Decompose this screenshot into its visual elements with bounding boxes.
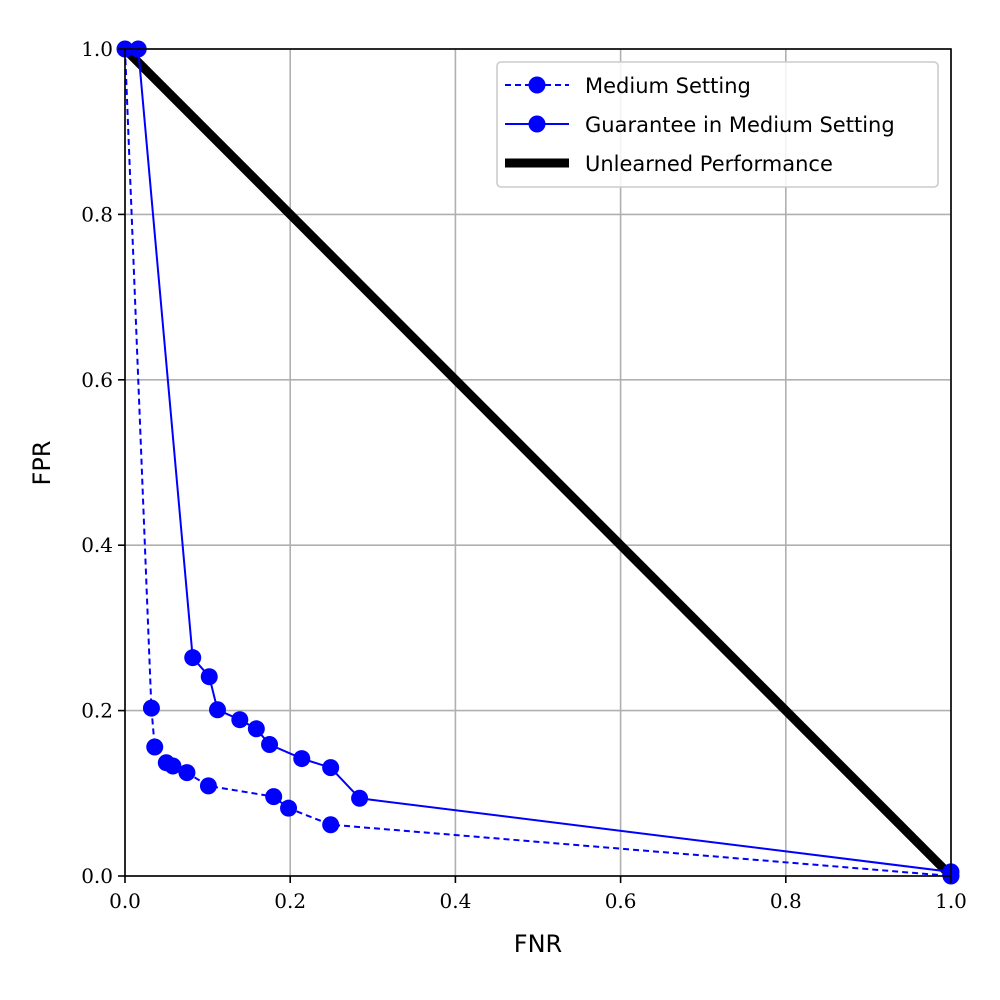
series-line [121, 45, 955, 880]
legend-marker [528, 76, 546, 94]
y-tick-label: 0.8 [81, 202, 113, 226]
data-point [164, 757, 182, 775]
data-point [200, 668, 218, 686]
plot-frame [124, 48, 952, 877]
y-axis-title: FPR [28, 441, 56, 486]
grid [124, 48, 952, 877]
data-point [199, 777, 217, 795]
data-point [209, 701, 227, 719]
legend-frame [496, 61, 939, 188]
data-point [293, 750, 311, 768]
data-point [178, 764, 196, 782]
y-tick-label: 0.6 [81, 368, 113, 392]
legend-marker [528, 115, 546, 133]
x-tick-label: 0.2 [274, 889, 306, 913]
y-tick-label: 0.0 [81, 864, 113, 888]
data-point [322, 759, 340, 777]
x-tick-label: 0.6 [605, 889, 637, 913]
legend-entry: Medium Setting [505, 74, 751, 98]
data-point [351, 789, 369, 807]
data-point [322, 816, 340, 834]
series-guarantee-in-medium-setting [129, 40, 960, 881]
data-point [142, 699, 160, 717]
legend-label: Guarantee in Medium Setting [585, 113, 895, 137]
legend-entry: Guarantee in Medium Setting [505, 113, 895, 137]
series-unlearned-performance [121, 45, 955, 880]
data-point [184, 649, 202, 667]
x-tick-label: 0.8 [770, 889, 802, 913]
data-point [231, 711, 249, 729]
series-layer [116, 40, 960, 885]
data-point [247, 720, 265, 738]
y-tick-label: 0.4 [81, 533, 113, 557]
x-tick-label: 1.0 [935, 889, 967, 913]
data-point [261, 736, 279, 754]
legend-entry: Unlearned Performance [505, 152, 833, 176]
y-tick-label: 1.0 [81, 37, 113, 61]
x-axis-title: FNR [514, 930, 562, 958]
legend: Medium Setting Guarantee in Medium Settin… [496, 61, 939, 188]
legend-entries: Medium Setting Guarantee in Medium Settin… [505, 74, 895, 176]
series-medium-setting [116, 40, 960, 885]
legend-label: Medium Setting [585, 74, 751, 98]
data-point [265, 788, 283, 806]
tick-layer: 0.0 0.2 0.4 0.6 0.8 1.0 0.0 0.2 0.4 0.6 0.8 1.0 [81, 37, 967, 913]
data-point [280, 799, 298, 817]
x-tick-label: 0.4 [439, 889, 471, 913]
y-tick-label: 0.2 [81, 699, 113, 723]
x-tick-label: 0.0 [109, 889, 141, 913]
data-point [146, 738, 164, 756]
legend-label: Unlearned Performance [585, 152, 833, 176]
